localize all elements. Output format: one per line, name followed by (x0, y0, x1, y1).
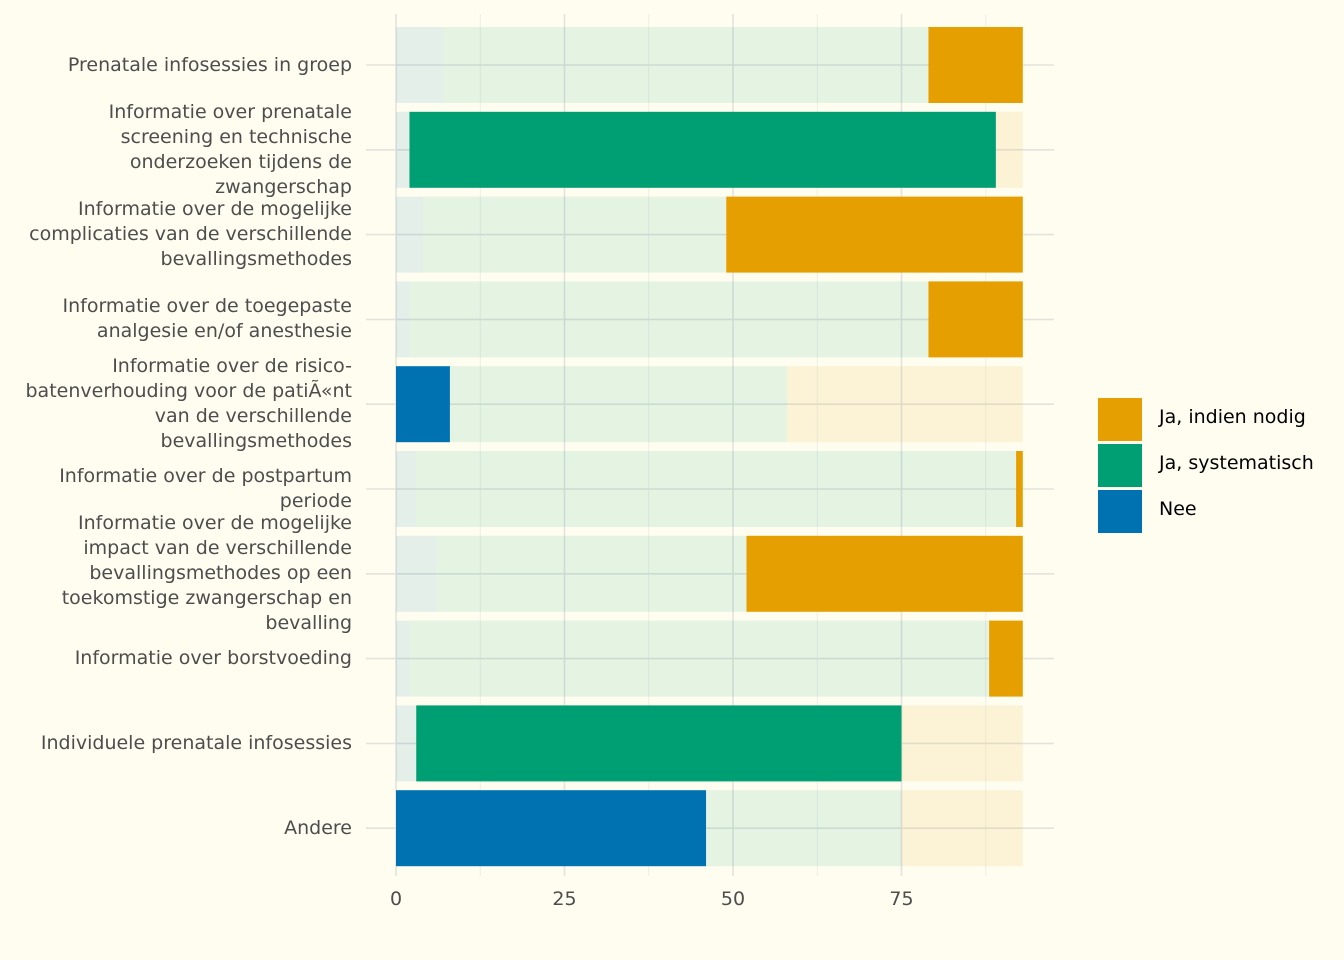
bar-ja-systematisch-4 (449, 366, 787, 443)
bar-ja-systematisch-8 (416, 705, 902, 782)
category-label: Informatie over borstvoeding (74, 647, 352, 670)
bar-nee-0 (396, 27, 444, 103)
bar-nee-8 (396, 705, 417, 782)
bar-ja-indien-nodig-7 (989, 620, 1023, 697)
bar-nee-9 (396, 790, 707, 867)
bar-ja-systematisch-5 (416, 451, 1017, 527)
x-tick-label: 50 (720, 888, 746, 910)
category-label: Informatie over prenatale screening en t… (108, 100, 352, 198)
bar-ja-indien-nodig-3 (928, 281, 1023, 358)
bar-nee-2 (396, 196, 423, 273)
bar-ja-indien-nodig-8 (901, 705, 1023, 782)
bar-ja-indien-nodig-2 (726, 196, 1023, 273)
bar-ja-indien-nodig-4 (786, 366, 1023, 443)
bar-ja-systematisch-1 (409, 111, 996, 188)
bar-nee-5 (396, 451, 417, 527)
legend-swatch (1098, 490, 1142, 533)
bar-nee-7 (396, 620, 410, 697)
bar-ja-systematisch-9 (706, 790, 902, 867)
category-label: Informatie over de mogelijke complicatie… (29, 198, 352, 271)
legend-label: Ja, systematisch (1159, 452, 1314, 474)
bar-ja-systematisch-2 (422, 196, 727, 273)
category-label: Informatie over de toegepaste analgesie … (62, 295, 353, 343)
bar-ja-indien-nodig-9 (901, 790, 1023, 867)
bar-ja-systematisch-3 (409, 281, 929, 358)
bar-ja-indien-nodig-5 (1016, 451, 1023, 527)
x-tick-label: 25 (552, 888, 577, 910)
legend-swatch (1098, 398, 1142, 441)
bar-nee-6 (396, 535, 437, 612)
bar-ja-indien-nodig-0 (928, 27, 1023, 103)
category-label: Informatie over de risico-batenverhoudin… (25, 355, 353, 453)
legend-label: Ja, indien nodig (1159, 406, 1306, 428)
bar-ja-systematisch-7 (409, 620, 990, 697)
bar-ja-systematisch-0 (443, 27, 929, 103)
bar-nee-4 (396, 366, 450, 443)
category-label: Informatie over de postpartum periode (59, 465, 352, 512)
category-label: Individuele prenatale infosessies (40, 731, 352, 754)
bar-nee-3 (396, 281, 410, 358)
x-tick-label: 0 (389, 888, 403, 910)
category-label: Informatie over de mogelijke impact van … (61, 512, 352, 635)
bar-ja-indien-nodig-1 (995, 111, 1023, 188)
bar-ja-indien-nodig-6 (746, 535, 1023, 612)
legend-label: Nee (1159, 498, 1197, 520)
bar-ja-systematisch-6 (436, 535, 747, 612)
x-tick-label: 75 (889, 888, 914, 910)
category-label: Andere (284, 816, 352, 839)
category-label: Prenatale infosessies in groep (67, 53, 352, 76)
bar-nee-1 (396, 111, 410, 188)
legend-swatch (1098, 444, 1142, 487)
